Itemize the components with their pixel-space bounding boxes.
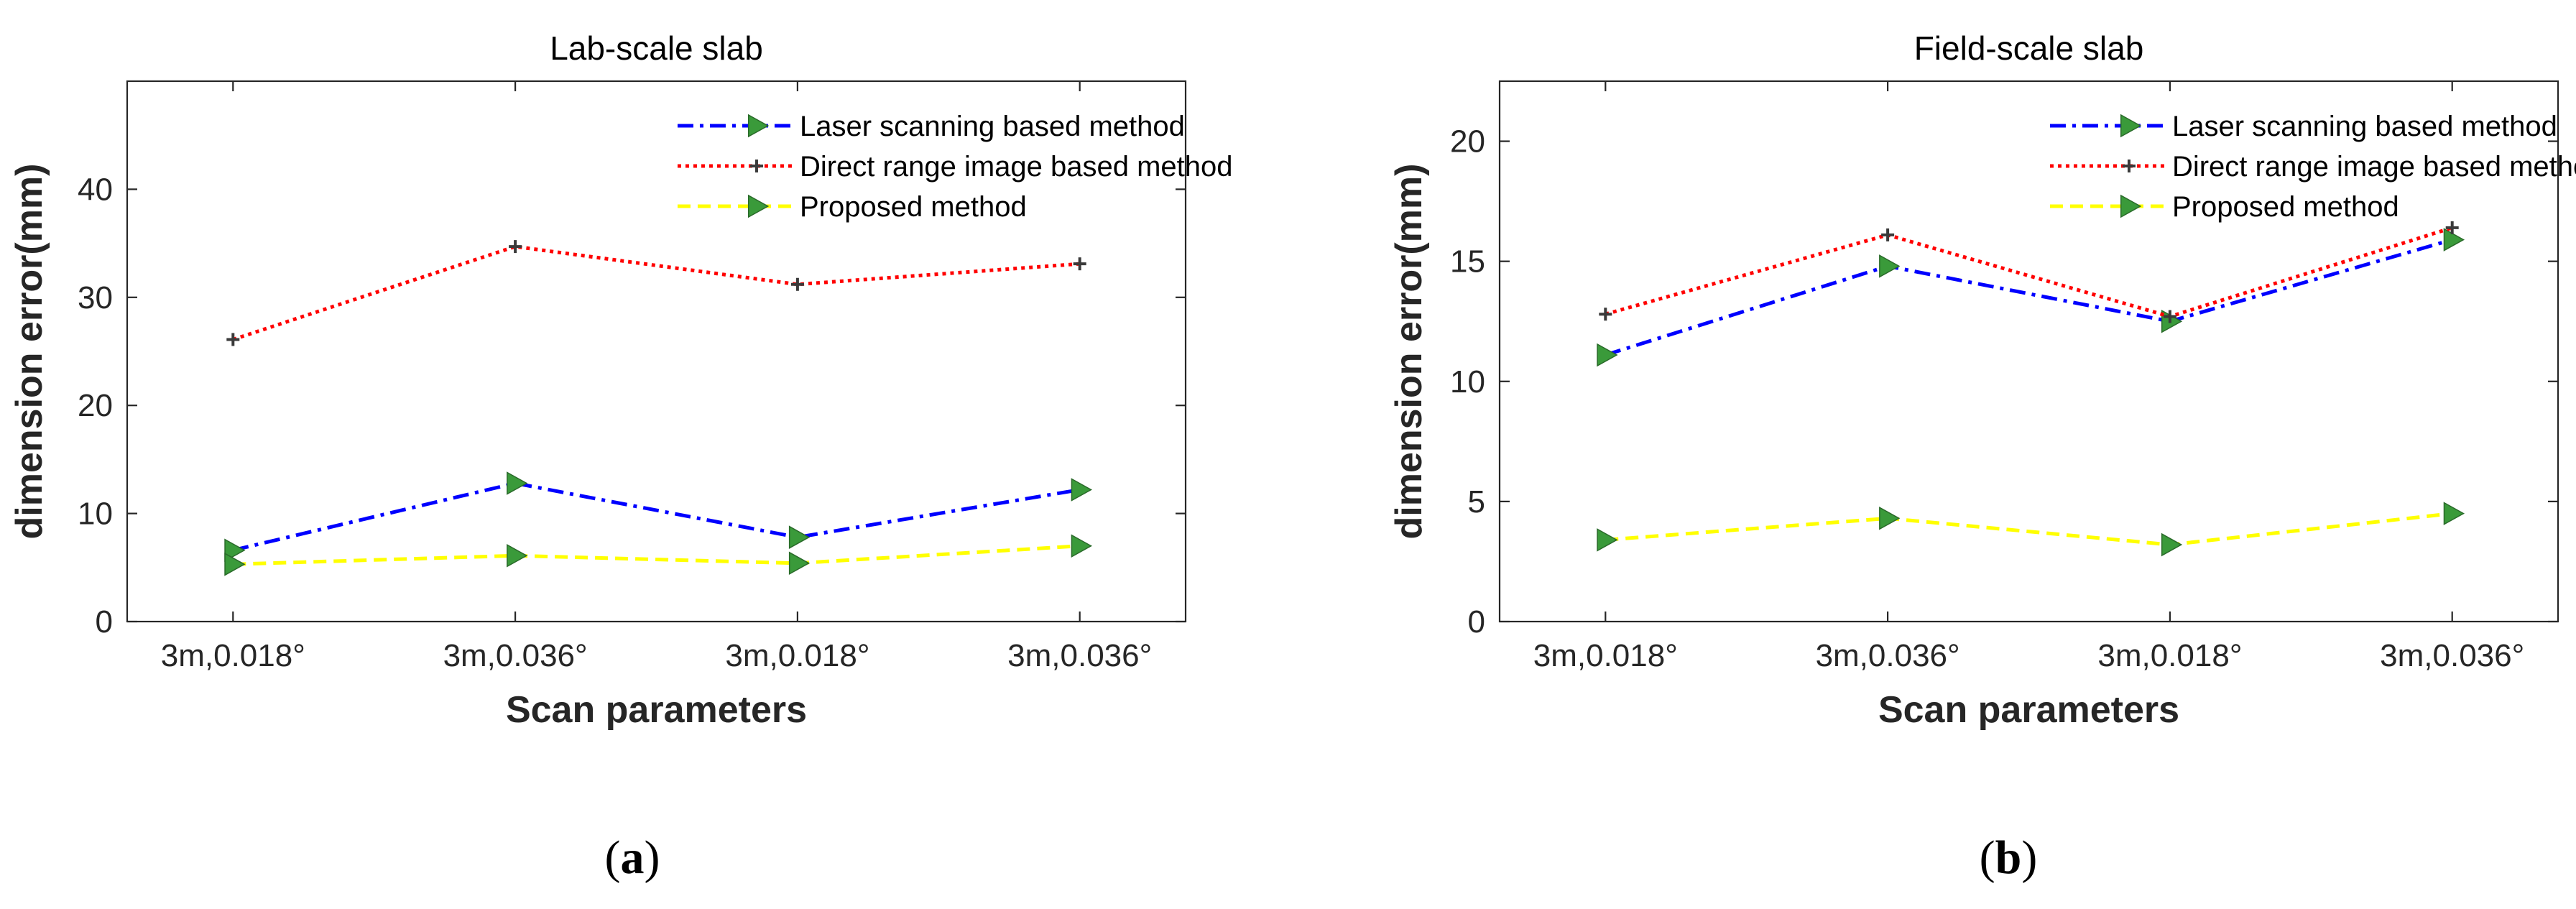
data-point xyxy=(1599,308,1612,321)
legend-label: Direct range image based method xyxy=(2172,151,2576,183)
legend-item: Laser scanning based method xyxy=(677,111,1185,142)
y-tick-label: 20 xyxy=(78,388,113,423)
y-tick-label: 0 xyxy=(96,604,113,640)
series-layer xyxy=(1597,221,2465,557)
plot-area-frame xyxy=(1498,80,2559,623)
data-point xyxy=(1073,257,1086,271)
data-point xyxy=(1071,534,1092,558)
data-point xyxy=(1879,254,1901,278)
x-tick-label: 3m,0.018° xyxy=(1533,638,1678,673)
y-tick-label: 10 xyxy=(1450,364,1485,400)
legend: Laser scanning based method Direct range … xyxy=(2049,111,2576,223)
y-axis-label: dimension error(mm) xyxy=(1388,164,1430,540)
data-point xyxy=(1071,478,1092,502)
y-tick-label: 5 xyxy=(1468,484,1485,520)
data-point xyxy=(788,525,811,549)
chart-title: Field-scale slab xyxy=(1914,29,2144,67)
x-axis-label: Scan parameters xyxy=(1878,689,2179,731)
data-point xyxy=(1879,507,1901,530)
data-point xyxy=(507,543,528,568)
legend-item: Proposed method xyxy=(2049,191,2399,223)
plot-area-frame xyxy=(126,80,1187,623)
legend-label: Proposed method xyxy=(800,191,1027,223)
legend-marker xyxy=(2120,114,2142,138)
legend-marker xyxy=(2120,194,2142,218)
legend-label: Laser scanning based method xyxy=(800,111,1185,142)
data-point xyxy=(507,471,528,495)
data-point xyxy=(1881,228,1895,241)
chart-title: Lab-scale slab xyxy=(550,29,763,67)
x-tick-label: 3m,0.036° xyxy=(1816,638,1960,673)
legend-item: Direct range image based method xyxy=(677,151,1233,183)
legend-marker xyxy=(2122,160,2136,172)
y-axis-label: dimension error(mm) xyxy=(9,164,50,540)
series-line xyxy=(233,544,1080,566)
data-point xyxy=(2443,228,2465,252)
data-point xyxy=(224,553,246,576)
data-point xyxy=(226,333,240,346)
panel-label: (b) xyxy=(1980,831,2038,884)
data-point xyxy=(788,551,811,576)
y-axis: 0 5 10 15 20 xyxy=(1450,124,2558,640)
series-layer xyxy=(224,240,1092,576)
data-point xyxy=(1597,343,1618,367)
series-line xyxy=(1605,512,2452,547)
legend-marker xyxy=(749,160,763,172)
series-direct-range-image-based-method xyxy=(226,240,1086,346)
x-tick-label: 3m,0.018° xyxy=(161,638,305,673)
series-proposed-method xyxy=(1597,502,2465,557)
legend: Laser scanning based method Direct range … xyxy=(677,111,1233,223)
legend-label: Laser scanning based method xyxy=(2172,111,2557,142)
legend-marker xyxy=(747,114,770,138)
legend-item: Proposed method xyxy=(677,191,1027,223)
y-tick-label: 40 xyxy=(78,172,113,207)
x-tick-label: 3m,0.018° xyxy=(2097,638,2242,673)
series-line xyxy=(232,481,1081,553)
y-tick-label: 15 xyxy=(1450,244,1485,280)
legend-marker xyxy=(747,194,770,218)
y-tick-label: 10 xyxy=(78,497,113,532)
legend-label: Proposed method xyxy=(2172,191,2399,223)
y-tick-label: 0 xyxy=(1468,604,1485,640)
x-tick-label: 3m,0.036° xyxy=(1007,638,1152,673)
data-point xyxy=(790,277,804,291)
x-tick-label: 3m,0.036° xyxy=(2380,638,2524,673)
x-tick-label: 3m,0.036° xyxy=(443,638,588,673)
legend-item: Laser scanning based method xyxy=(2049,111,2557,142)
data-point xyxy=(2161,532,2183,557)
data-point xyxy=(509,240,522,254)
y-tick-label: 30 xyxy=(78,280,113,315)
panel-label: (a) xyxy=(605,831,660,884)
series-direct-range-image-based-method xyxy=(1599,221,2459,323)
legend-item: Direct range image based method xyxy=(2049,151,2576,183)
series-laser-scanning-based-method xyxy=(224,471,1092,563)
data-point xyxy=(2443,502,2465,525)
x-axis-label: Scan parameters xyxy=(506,689,807,731)
x-tick-label: 3m,0.018° xyxy=(725,638,869,673)
x-axis: 3m,0.018° 3m,0.036° 3m,0.018° 3m,0.036° xyxy=(161,81,1152,673)
x-axis: 3m,0.018° 3m,0.036° 3m,0.018° 3m,0.036° xyxy=(1533,81,2524,673)
legend-label: Direct range image based method xyxy=(800,151,1233,183)
data-point xyxy=(2163,310,2176,323)
data-point xyxy=(2445,221,2459,234)
y-axis: 0 10 20 30 40 xyxy=(78,172,1186,640)
series-proposed-method xyxy=(224,534,1092,576)
data-point xyxy=(1597,528,1618,552)
y-tick-label: 20 xyxy=(1450,124,1485,160)
